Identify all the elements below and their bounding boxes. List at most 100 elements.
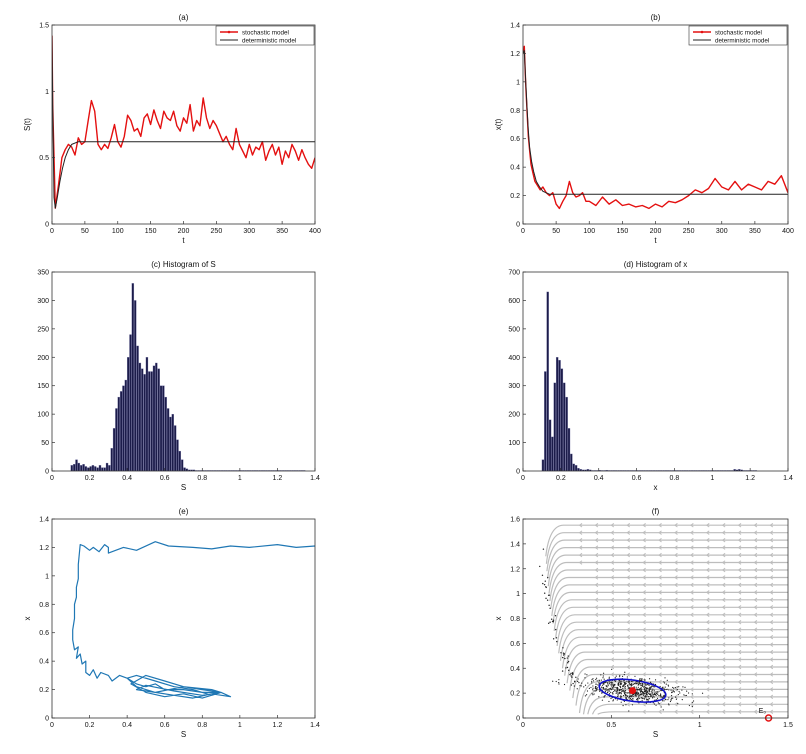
scatter-dot [662, 709, 664, 711]
y-tick-label: 200 [37, 355, 49, 362]
x-tick-label: 0.8 [197, 475, 207, 482]
scatter-dot [652, 697, 654, 699]
scatter-dot [636, 682, 638, 684]
scatter-dot [542, 582, 544, 585]
scatter-dot [601, 687, 603, 689]
scatter-dot [663, 688, 665, 690]
stream-arrow [674, 627, 678, 632]
stream-arrow [721, 657, 726, 662]
scatter-dot [668, 689, 670, 691]
stream-arrow [610, 672, 615, 677]
scatter-dot [600, 679, 602, 681]
scatter-dot [646, 700, 648, 702]
histogram-bar [105, 462, 109, 471]
stream-arrow [705, 575, 710, 580]
scatter-dot [650, 686, 652, 688]
scatter-dot [638, 697, 640, 700]
scatter-dot [610, 689, 613, 691]
x-axis-label: t [654, 236, 657, 245]
scatter-dot [618, 692, 620, 695]
x-axis-label: x [654, 483, 658, 492]
scatter-dot [648, 696, 650, 698]
scatter-dot [567, 660, 570, 663]
stream-arrow [674, 560, 678, 565]
scatter-dot [572, 682, 574, 685]
stream-arrow [658, 530, 662, 535]
scatter-dot [647, 698, 649, 701]
scatter-dot [568, 669, 570, 672]
stream-arrow [705, 649, 710, 655]
x-tick-label: 0 [50, 228, 54, 235]
histogram-bar [136, 345, 139, 471]
scatter-dot [650, 681, 652, 683]
scatter-dot [652, 686, 655, 688]
y-tick-label: 0 [516, 222, 520, 229]
stream-arrow [594, 530, 599, 535]
stream-arrow [689, 612, 694, 617]
scatter-dot [669, 700, 672, 703]
stream-arrow [737, 523, 742, 528]
stream-arrow [769, 679, 774, 685]
scatter-dot [655, 691, 657, 693]
stream-arrow [658, 567, 662, 573]
scatter-dot [646, 684, 648, 686]
stream-arrow [769, 634, 774, 640]
histogram-bar [548, 419, 552, 471]
stream-arrow [626, 649, 631, 655]
stream-arrow [705, 545, 710, 550]
scatter-dot [639, 688, 641, 690]
y-tick-label: 1.6 [510, 517, 520, 524]
stream-arrow [705, 552, 710, 558]
scatter-dot [653, 696, 655, 698]
histogram-bar [178, 450, 182, 471]
scatter-dot [626, 680, 628, 682]
stream-arrow [721, 612, 726, 617]
scatter-dot [600, 674, 602, 676]
stream-arrow [626, 523, 631, 528]
streamline [591, 703, 788, 715]
stream-arrow [642, 567, 646, 573]
scatter-dot [620, 701, 622, 703]
stream-arrow [689, 582, 694, 588]
scatter-dot [609, 687, 612, 689]
scatter-dot [663, 682, 666, 684]
scatter-dot [628, 695, 631, 698]
scatter-dot [547, 576, 549, 579]
stream-arrow [658, 620, 662, 625]
scatter-dot [571, 676, 573, 678]
scatter-dot [624, 685, 626, 688]
stream-arrow [658, 672, 662, 677]
stream-arrow [594, 620, 599, 625]
stream-arrow [705, 694, 710, 700]
scatter-dot [598, 679, 600, 682]
scatter-dot [586, 690, 589, 692]
x-tick-label: 350 [276, 228, 288, 235]
y-tick-label: 0.4 [510, 165, 520, 172]
stream-arrow [753, 709, 758, 714]
stream-arrow [769, 523, 774, 528]
stream-arrow [689, 664, 694, 670]
scatter-dot [634, 682, 637, 684]
scatter-dot [602, 686, 605, 689]
stream-arrow [610, 627, 615, 632]
scatter-dot [667, 684, 669, 686]
scatter-dot [672, 697, 674, 699]
stream-arrow [594, 523, 599, 528]
scatter-dot [612, 688, 614, 690]
stream-arrow [610, 657, 615, 662]
stream-arrow [737, 679, 742, 685]
scatter-dot [641, 685, 644, 687]
scatter-dot [626, 684, 629, 687]
x-tick-label: 50 [552, 228, 560, 235]
stream-arrow [642, 672, 646, 677]
scatter-dot [623, 685, 625, 687]
scatter-dot [552, 619, 555, 621]
scatter-dot [629, 698, 631, 700]
scatter-dot [627, 680, 630, 682]
histogram-bar [122, 385, 125, 471]
y-tick-label: 350 [37, 270, 49, 277]
stream-arrow [626, 612, 631, 617]
scatter-dot [625, 689, 627, 692]
scatter-dot [632, 683, 635, 685]
